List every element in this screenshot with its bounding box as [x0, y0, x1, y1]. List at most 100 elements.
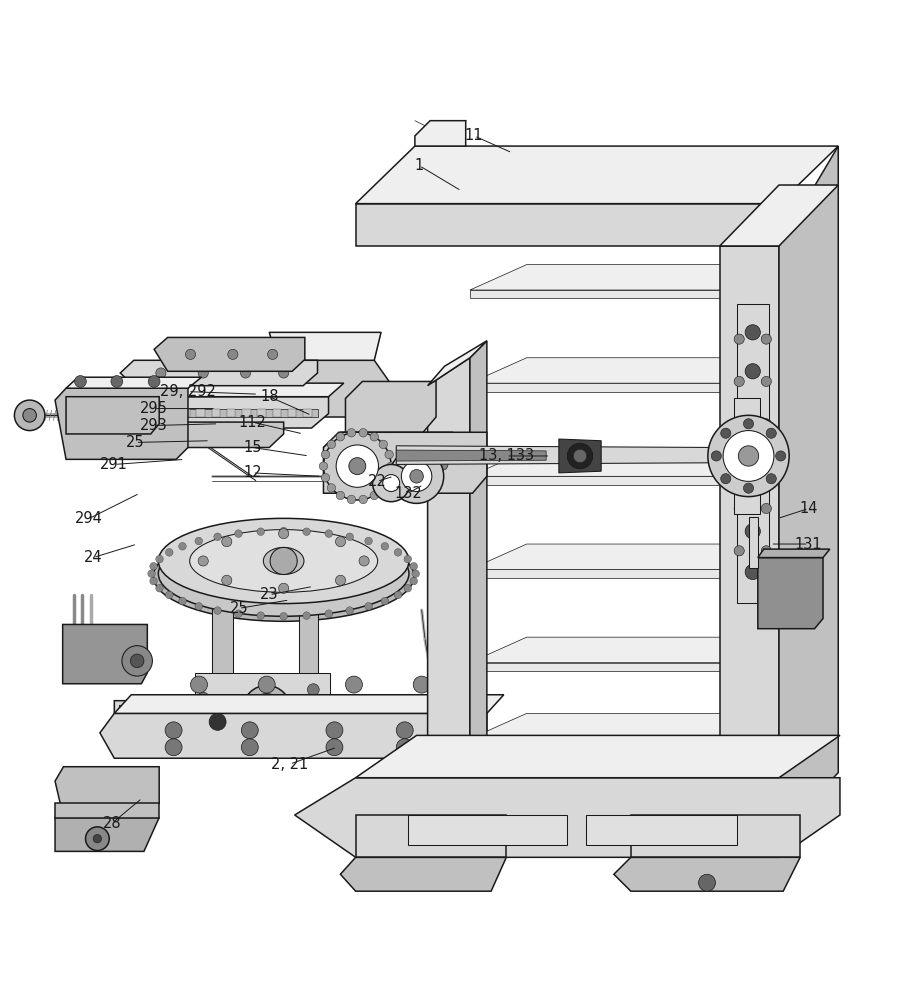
Circle shape: [404, 555, 411, 563]
Polygon shape: [734, 398, 759, 514]
Circle shape: [199, 703, 236, 740]
Circle shape: [412, 570, 419, 577]
Circle shape: [336, 433, 344, 441]
Polygon shape: [470, 663, 719, 671]
Polygon shape: [749, 517, 757, 568]
Polygon shape: [55, 803, 159, 818]
Circle shape: [326, 739, 343, 756]
Circle shape: [346, 607, 353, 614]
Text: 11: 11: [465, 128, 484, 143]
Circle shape: [761, 376, 771, 387]
Polygon shape: [415, 121, 466, 146]
Circle shape: [381, 542, 389, 550]
Circle shape: [166, 549, 173, 556]
Circle shape: [74, 376, 86, 387]
Circle shape: [327, 484, 335, 492]
Polygon shape: [470, 739, 719, 747]
Polygon shape: [86, 422, 284, 448]
Circle shape: [359, 495, 368, 504]
Polygon shape: [212, 569, 233, 696]
Polygon shape: [304, 409, 312, 417]
Circle shape: [252, 694, 282, 724]
Polygon shape: [197, 409, 205, 417]
Text: 25: 25: [229, 601, 248, 616]
Text: 29, 292: 29, 292: [160, 384, 216, 399]
Polygon shape: [614, 857, 800, 891]
Circle shape: [745, 443, 760, 459]
Polygon shape: [212, 409, 220, 417]
Circle shape: [149, 562, 158, 570]
Text: 131: 131: [795, 537, 823, 552]
Polygon shape: [299, 569, 317, 684]
Polygon shape: [154, 337, 304, 371]
Circle shape: [745, 524, 760, 539]
Polygon shape: [470, 451, 777, 476]
Polygon shape: [470, 544, 777, 569]
Polygon shape: [265, 360, 396, 417]
Circle shape: [761, 334, 771, 344]
Text: 2, 21: 2, 21: [271, 757, 308, 772]
Circle shape: [335, 575, 345, 585]
Polygon shape: [356, 815, 506, 857]
Polygon shape: [396, 450, 546, 461]
Circle shape: [359, 429, 368, 437]
Circle shape: [241, 722, 258, 739]
Circle shape: [379, 484, 388, 492]
Circle shape: [85, 827, 110, 851]
Circle shape: [365, 602, 372, 610]
Polygon shape: [470, 265, 777, 290]
Circle shape: [394, 549, 402, 556]
Circle shape: [404, 584, 411, 592]
Circle shape: [776, 451, 786, 461]
Circle shape: [190, 676, 207, 693]
Text: 14: 14: [799, 501, 818, 516]
Circle shape: [766, 428, 776, 438]
Polygon shape: [55, 388, 188, 459]
Circle shape: [130, 654, 144, 668]
Circle shape: [766, 474, 776, 484]
Polygon shape: [195, 673, 330, 695]
Circle shape: [744, 419, 754, 429]
Polygon shape: [119, 705, 220, 747]
Circle shape: [319, 462, 328, 470]
Circle shape: [385, 473, 393, 482]
Circle shape: [165, 722, 182, 739]
Circle shape: [227, 349, 238, 359]
Circle shape: [326, 722, 343, 739]
Text: 293: 293: [140, 418, 168, 433]
Circle shape: [327, 440, 335, 449]
Polygon shape: [470, 476, 719, 485]
Polygon shape: [66, 377, 201, 388]
Circle shape: [278, 529, 289, 539]
Polygon shape: [470, 569, 719, 578]
Circle shape: [734, 546, 744, 556]
Circle shape: [195, 537, 203, 545]
Polygon shape: [323, 432, 487, 493]
Circle shape: [149, 577, 158, 585]
Polygon shape: [428, 358, 470, 832]
Circle shape: [214, 607, 221, 614]
Polygon shape: [345, 381, 436, 434]
Polygon shape: [55, 818, 159, 851]
Polygon shape: [55, 767, 159, 818]
Circle shape: [303, 528, 311, 536]
Circle shape: [267, 349, 278, 359]
Polygon shape: [181, 409, 189, 417]
Polygon shape: [470, 341, 487, 832]
Text: 23: 23: [260, 587, 278, 602]
Ellipse shape: [153, 531, 414, 621]
Circle shape: [734, 419, 744, 429]
Circle shape: [258, 676, 275, 693]
Circle shape: [738, 446, 758, 466]
Polygon shape: [150, 409, 159, 417]
Text: 112: 112: [238, 415, 266, 430]
Circle shape: [322, 450, 330, 459]
Circle shape: [198, 368, 208, 378]
Circle shape: [373, 459, 385, 470]
Circle shape: [111, 376, 123, 387]
Circle shape: [734, 503, 744, 514]
Circle shape: [394, 591, 402, 599]
Circle shape: [346, 533, 353, 541]
Circle shape: [322, 473, 330, 482]
Circle shape: [270, 547, 297, 575]
